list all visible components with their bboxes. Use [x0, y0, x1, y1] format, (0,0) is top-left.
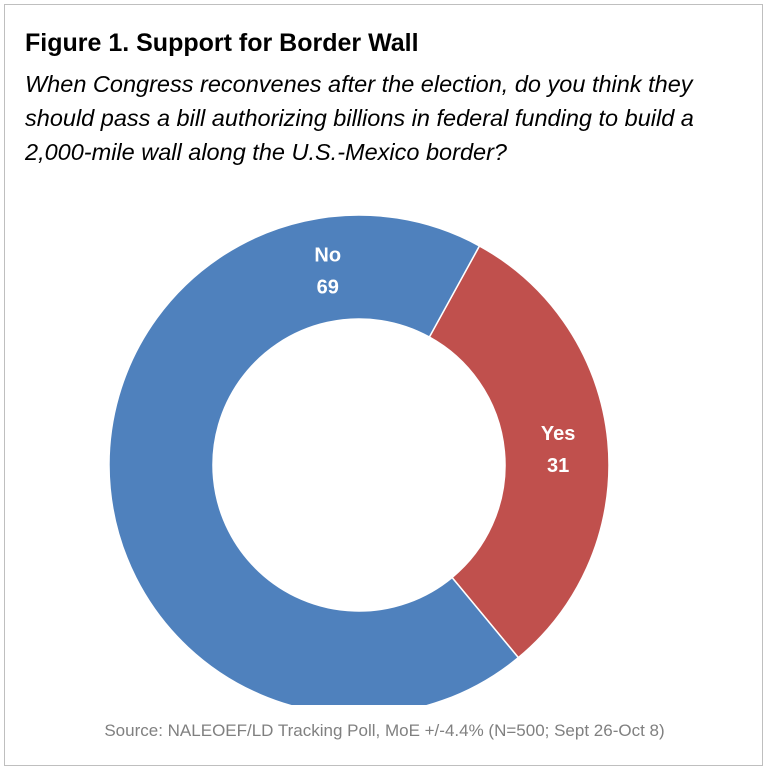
slice-label-yes: Yes 31 — [541, 423, 575, 477]
slice-value-label: 69 — [317, 276, 339, 298]
donut-chart: Yes 31 No 69 — [108, 214, 610, 705]
chart-frame: Figure 1. Support for Border Wall When C… — [4, 4, 763, 766]
slice-value-label: 31 — [547, 455, 569, 477]
slice-category-label: Yes — [541, 423, 575, 445]
chart-source: Source: NALEOEF/LD Tracking Poll, MoE +/… — [104, 721, 665, 740]
donut-slice-yes — [428, 244, 610, 659]
donut-slice-no — [108, 214, 520, 705]
slice-category-label: No — [314, 244, 341, 266]
chart-subtitle: When Congress reconvenes after the elect… — [25, 71, 694, 165]
slice-label-no: No 69 — [314, 244, 341, 298]
chart-title: Figure 1. Support for Border Wall — [25, 29, 419, 57]
